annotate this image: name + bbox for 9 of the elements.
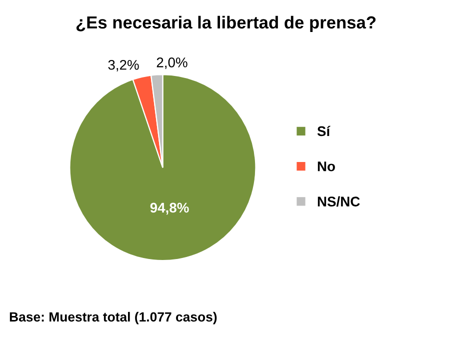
chart-title: ¿Es necesaria la libertad de prensa?	[76, 16, 376, 32]
data-label: 94,8%	[150, 202, 189, 215]
legend-label: NS/NC	[318, 196, 360, 207]
pie-slice	[69, 74, 256, 262]
legend-label: Sí	[317, 126, 330, 136]
data-label: 3,2%	[108, 60, 139, 72]
text: Base: Muestra total (1.077 casos)	[10, 312, 217, 324]
data-label: 2,0%	[156, 57, 188, 69]
legend-label: No	[318, 162, 335, 172]
